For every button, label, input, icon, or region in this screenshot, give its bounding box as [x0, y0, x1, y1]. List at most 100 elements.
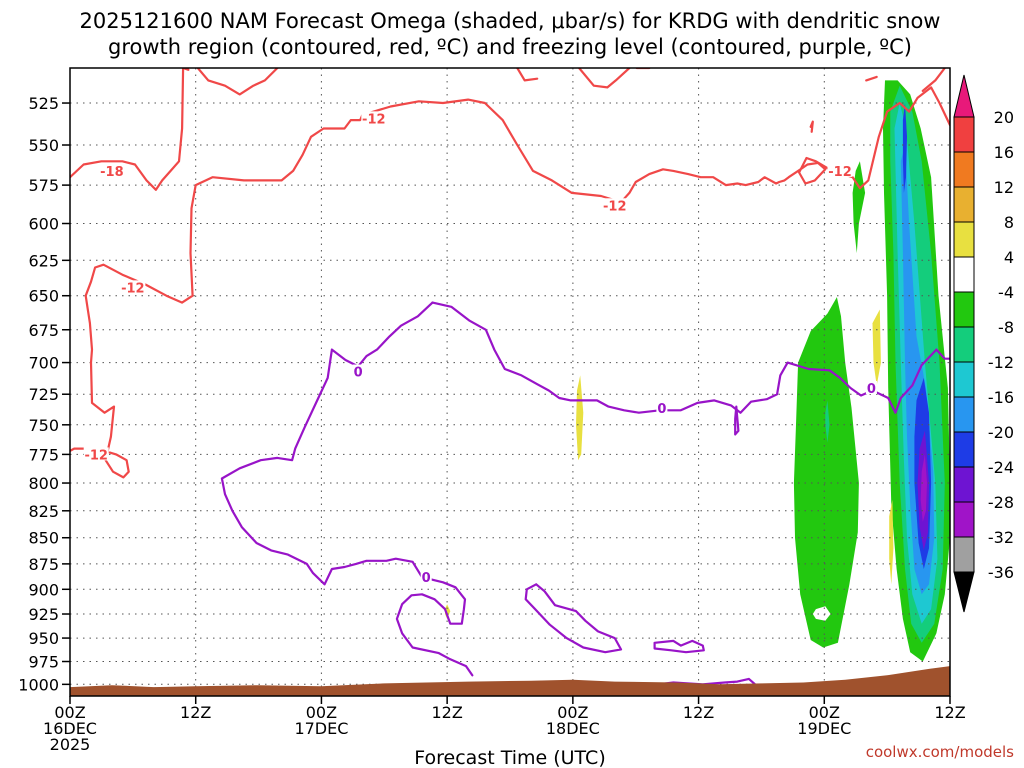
y-tick-label: 900 [28, 580, 59, 599]
omega-region [576, 375, 584, 461]
terrain-layer [70, 666, 950, 696]
contour-labels: -18 -12 -12 -12 -12 -12 0 0 0 0 [83, 111, 877, 586]
omega-region [793, 297, 859, 648]
freezing-level-contour [220, 301, 474, 677]
colorbar-segment [953, 151, 975, 188]
omega-gap [812, 606, 831, 621]
dgz-contour [516, 68, 539, 82]
y-tick-label: 575 [28, 176, 59, 195]
dgz-contour [70, 86, 950, 479]
colorbar-label: -24 [988, 458, 1014, 477]
colorbar-label: -20 [988, 423, 1014, 442]
y-tick-label: 850 [28, 529, 59, 548]
freezing-level-contour [524, 583, 623, 654]
colorbar-segment [953, 501, 975, 538]
colorbar-segment [953, 326, 975, 363]
colorbar-label: -32 [988, 528, 1014, 547]
freezing-level-contour [734, 405, 740, 436]
colorbar-segment [953, 291, 975, 328]
colorbar-segment [953, 361, 975, 398]
dgz-contour [865, 75, 878, 82]
terrain-fill [70, 666, 950, 696]
plot-frame [69, 67, 951, 697]
dgz-contour [921, 68, 946, 93]
freezing-contour-label: 0 [657, 402, 666, 417]
x-tick-label: 00Z [54, 703, 85, 722]
omega-region [825, 400, 830, 443]
dgz-contour-label-bg [120, 280, 146, 294]
freezing-contour-label-bg [420, 570, 432, 584]
dgz-contour [196, 68, 279, 96]
dgz-contour-label: -18 [100, 165, 124, 180]
omega-shading [445, 80, 950, 662]
dgz-contour-label: -12 [603, 199, 627, 214]
y-tick-label: 600 [28, 215, 59, 234]
colorbar-segment [953, 256, 975, 293]
dgz-contour-label-bg [827, 163, 853, 177]
y-tick-label: 875 [28, 555, 59, 574]
colorbar: 20 16 12 8 4 -4 -8 -12 -16 -20 -24 -28 -32 -36 [953, 74, 1014, 613]
dgz-contour-label-bg [99, 163, 125, 177]
x-tick-label: 16DEC [43, 719, 97, 738]
dgz-contour-label: -12 [121, 281, 145, 296]
dgz-contour-label: -12 [362, 112, 386, 127]
y-tick-label: 625 [28, 251, 59, 270]
contour-lines [70, 68, 950, 688]
dgz-contour-label-bg [602, 198, 628, 212]
x-tick-label: 2025 [50, 735, 91, 754]
dgz-contour-label: -12 [84, 448, 108, 463]
dgz-contour [809, 120, 814, 133]
credit-text: coolwx.com/models [866, 743, 1014, 761]
chart-title-line-1: 2025121600 NAM Forecast Omega (shaded, μ… [80, 9, 941, 33]
colorbar-label: 16 [994, 143, 1014, 162]
y-tick-label: 675 [28, 321, 59, 340]
dgz-contour [577, 68, 631, 89]
dgz-contour-label-bg [361, 111, 387, 125]
colorbar-label: 20 [994, 108, 1014, 127]
y-tick-label: 650 [28, 287, 59, 306]
dgz-contour-label: -12 [828, 165, 852, 180]
colorbar-segment [953, 396, 975, 433]
freezing-level-contour [653, 639, 705, 654]
y-tick-label: 975 [28, 653, 59, 672]
omega-region [889, 499, 894, 585]
colorbar-top-arrow [953, 74, 975, 118]
freezing-contour-label-bg [865, 380, 877, 394]
y-tick-label: 775 [28, 445, 59, 464]
colorbar-label: -4 [998, 283, 1014, 302]
omega-region [852, 161, 866, 254]
x-tick-label: 00Z [557, 703, 588, 722]
y-tick-label: 1000 [18, 675, 59, 694]
freezing-contour-label: 0 [354, 366, 363, 381]
x-tick-label: 18DEC [546, 719, 600, 738]
omega-region [872, 309, 881, 386]
colorbar-label: -8 [998, 318, 1014, 337]
freezing-level-contour [431, 301, 950, 414]
grid-lines [70, 68, 950, 696]
freezing-contour-label: 0 [422, 571, 431, 586]
y-tick-label: 950 [28, 629, 59, 648]
y-tick-label: 550 [28, 136, 59, 155]
omega-region [902, 103, 907, 193]
x-tick-label: 12Z [934, 703, 965, 722]
y-tick-label: 800 [28, 474, 59, 493]
x-tick-label: 19DEC [797, 719, 851, 738]
x-tick-label: 17DEC [294, 719, 348, 738]
colorbar-label: -16 [988, 388, 1014, 407]
y-tick-label: 700 [28, 354, 59, 373]
colorbar-label: 8 [1004, 213, 1014, 232]
dgz-contour-label-bg [83, 447, 109, 461]
colorbar-segment [953, 221, 975, 258]
colorbar-label: 4 [1004, 248, 1014, 267]
colorbar-segment [953, 116, 975, 153]
y-tick-label: 525 [28, 94, 59, 113]
omega-region [920, 454, 927, 522]
freezing-contour-label: 0 [867, 382, 876, 397]
freezing-contour-label-bg [352, 364, 364, 378]
y-tick-label: 825 [28, 502, 59, 521]
colorbar-bottom-arrow [953, 571, 975, 613]
x-axis-label: Forecast Time (UTC) [414, 747, 605, 768]
freezing-contour-label-bg [656, 400, 668, 414]
x-tick-label: 00Z [809, 703, 840, 722]
